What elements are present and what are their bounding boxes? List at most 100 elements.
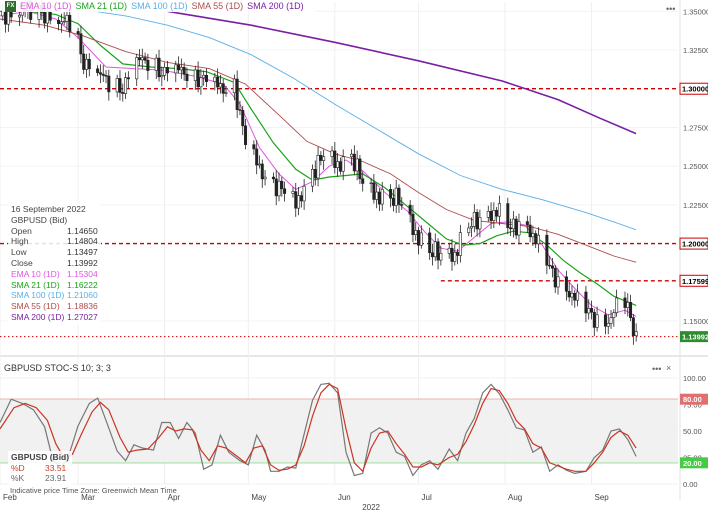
info-value: 23.91: [45, 473, 67, 483]
month-tick-label: May: [251, 493, 266, 502]
candle-body: [84, 58, 88, 70]
candle-body: [202, 74, 206, 79]
level-tag-label: 1.20000: [682, 240, 708, 249]
info-key: Open: [11, 225, 32, 236]
candle-body: [341, 156, 345, 172]
legend-item[interactable]: SMA 21 (1D): [75, 1, 128, 11]
candle-body: [612, 312, 616, 318]
level-tag-label: 1.13992: [682, 333, 708, 342]
candle-body: [126, 77, 130, 80]
candle-body: [252, 144, 256, 150]
level-tag: [679, 274, 708, 287]
candle-body: [511, 218, 515, 230]
candle-body: [375, 191, 379, 200]
candle-body: [497, 203, 501, 217]
candle-body: [592, 311, 596, 328]
candle-body: [213, 76, 217, 82]
info-row: EMA 10 (1D) 1.15304: [11, 269, 98, 280]
candle-body: [391, 197, 395, 206]
candle-body: [135, 57, 139, 80]
candle-body: [143, 57, 147, 61]
candle-body: [603, 314, 607, 327]
panel-menu-icon[interactable]: •••: [666, 4, 676, 14]
candle-body: [165, 67, 169, 74]
candle-body: [235, 78, 239, 110]
info-key: Close: [11, 257, 33, 268]
candle-body: [350, 153, 354, 158]
info-value: 33.51: [45, 462, 67, 473]
candle-body: [587, 308, 591, 314]
info-row: SMA 21 (1D) 1.16222: [11, 280, 98, 291]
candle-body: [204, 74, 208, 82]
candle-body: [160, 75, 164, 78]
price-tick-label: 1.22500: [683, 201, 708, 210]
legend-item[interactable]: EMA 10 (1D): [20, 1, 72, 11]
candle-body: [615, 297, 619, 314]
candle-body: [439, 252, 443, 261]
candle-body: [556, 276, 560, 288]
candle-body: [299, 195, 303, 202]
candle-body: [509, 227, 513, 230]
candle-body: [436, 241, 440, 261]
info-value: 1.14650: [67, 225, 98, 236]
candle-body: [4, 11, 8, 25]
candle-body: [48, 10, 52, 21]
candle-body: [433, 241, 437, 258]
close-icon[interactable]: ×: [666, 363, 672, 373]
candle-body: [408, 204, 412, 215]
candle-body: [389, 189, 393, 199]
candle-body: [548, 264, 552, 267]
candle-body: [634, 331, 638, 336]
candle-body: [87, 58, 91, 70]
candle-body: [124, 77, 128, 94]
candle-body: [196, 69, 200, 88]
candle-body: [1, 11, 5, 17]
candle-body: [472, 212, 476, 227]
info-key: Low: [11, 247, 27, 258]
panel-menu-icon[interactable]: •••: [652, 364, 662, 374]
candle-body: [193, 69, 197, 82]
candle-body: [475, 212, 479, 230]
info-key: SMA 55 (1D): [11, 301, 60, 312]
candle-body: [564, 276, 568, 292]
candle-body: [163, 67, 167, 76]
candle-body: [609, 317, 613, 324]
candle-body: [528, 224, 532, 238]
ma-series-line: [83, 9, 637, 231]
candle-body: [358, 158, 362, 180]
legend-item[interactable]: SMA 100 (1D): [131, 1, 188, 11]
candle-body: [313, 168, 317, 179]
candle-body: [6, 9, 10, 25]
candle-body: [467, 227, 471, 233]
info-value: 1.14804: [67, 236, 98, 247]
legend-item[interactable]: SMA 200 (1D): [247, 1, 304, 11]
candle-body: [177, 64, 181, 71]
band-tag: [680, 457, 708, 469]
info-key: SMA 200 (1D): [11, 311, 65, 322]
info-value: 1.15304: [67, 268, 98, 279]
stochastic-tick-label: 0.00: [683, 480, 698, 489]
stochastic-series-line: [0, 383, 637, 473]
candle-body: [606, 323, 610, 327]
info-row: %K 23.91: [11, 473, 69, 484]
info-value: 1.13992: [67, 257, 98, 268]
candle-body: [232, 78, 236, 94]
candle-body: [310, 168, 314, 187]
legend-item[interactable]: SMA 55 (1D): [191, 1, 244, 11]
candle-body: [595, 314, 599, 328]
info-row: Close 1.13992: [11, 258, 98, 269]
candle-body: [447, 247, 451, 254]
candle-body: [573, 292, 577, 301]
candle-body: [419, 232, 423, 246]
month-tick-label: Jun: [338, 493, 351, 502]
candle-body: [576, 291, 580, 301]
info-key: %D: [11, 462, 25, 473]
candle-body: [76, 31, 80, 35]
info-key: EMA 10 (1D): [11, 268, 60, 279]
info-value: 1.21060: [67, 290, 98, 301]
ma-series-line: [167, 10, 637, 135]
candle-body: [274, 178, 278, 197]
candle-body: [104, 75, 108, 77]
